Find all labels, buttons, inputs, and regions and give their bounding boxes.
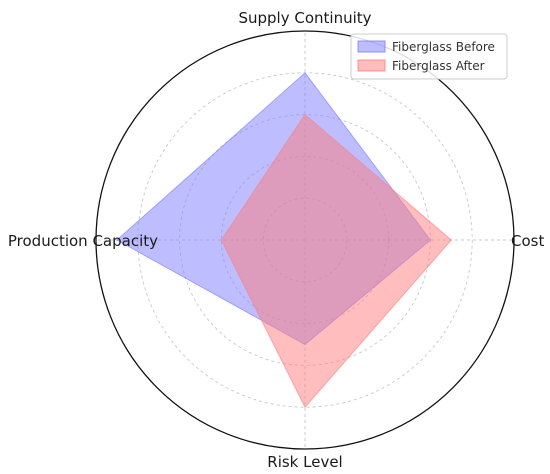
outer-frame-circle (95, 30, 515, 450)
legend: Fiberglass Before Fiberglass After (350, 33, 508, 80)
axis-label-cost: Cost (511, 232, 544, 250)
axis-label-supply-continuity: Supply Continuity (238, 9, 371, 27)
legend-swatch-fiberglass-after (357, 59, 386, 72)
axis-label-risk-level: Risk Level (267, 453, 342, 471)
axis-label-production-capacity: Production Capacity (8, 232, 158, 250)
legend-label-fiberglass-before: Fiberglass Before (392, 40, 495, 54)
series-layer (116, 72, 453, 409)
legend-frame (350, 33, 508, 80)
legend-swatch-fiberglass-before (357, 40, 386, 53)
legend-label-fiberglass-after: Fiberglass After (392, 59, 485, 73)
series-area-fiberglass-after (220, 113, 453, 409)
label-layer: Supply Continuity Cost Risk Level Produc… (8, 9, 545, 471)
